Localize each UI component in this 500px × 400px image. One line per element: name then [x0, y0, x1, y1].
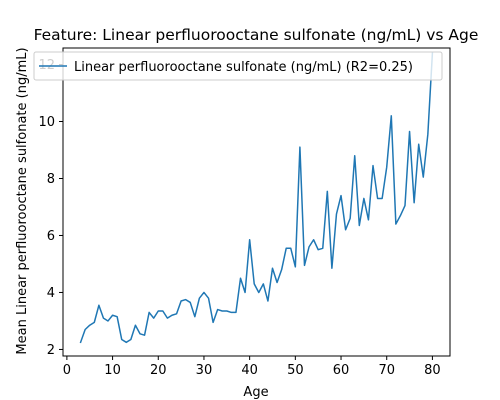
legend: Linear perfluorooctane sulfonate (ng/mL)… — [34, 52, 442, 80]
x-axis: 0 10 20 30 40 50 60 70 80 — [63, 356, 441, 378]
x-tick-label: 20 — [150, 363, 167, 378]
y-tick-label: 10 — [38, 115, 55, 130]
x-tick-label: 30 — [196, 363, 213, 378]
x-axis-label: Age — [243, 385, 268, 400]
legend-label: Linear perfluorooctane sulfonate (ng/mL)… — [74, 60, 413, 75]
y-tick-label: 4 — [47, 286, 55, 301]
plot-area — [63, 48, 450, 356]
x-tick-label: 40 — [241, 363, 258, 378]
x-tick-label: 50 — [287, 363, 304, 378]
y-axis-label: Mean Linear perfluorooctane sulfonate (n… — [15, 47, 30, 354]
y-tick-label: 8 — [47, 172, 55, 187]
x-tick-label: 80 — [424, 363, 441, 378]
x-tick-label: 70 — [378, 363, 395, 378]
chart-title: Feature: Linear perfluorooctane sulfonat… — [34, 26, 479, 44]
x-tick-label: 0 — [63, 363, 71, 378]
series-line — [81, 53, 433, 342]
y-tick-label: 6 — [47, 229, 55, 244]
y-tick-label: 2 — [47, 343, 55, 358]
y-axis: 24681012 — [38, 58, 63, 358]
x-tick-label: 10 — [104, 363, 121, 378]
plot-frame — [63, 48, 450, 356]
x-tick-label: 60 — [333, 363, 350, 378]
